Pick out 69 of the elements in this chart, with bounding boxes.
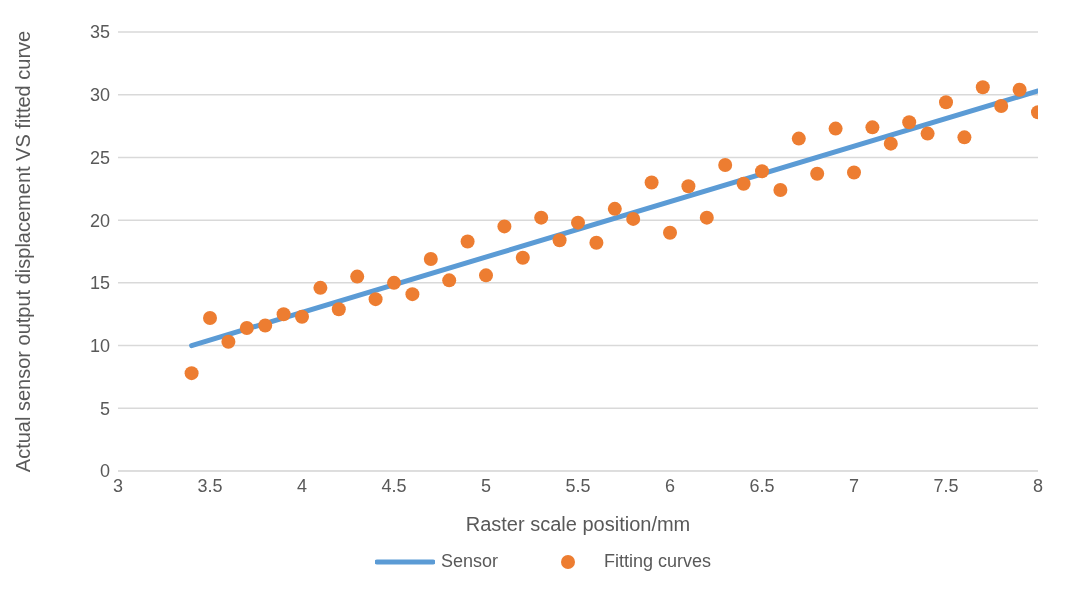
x-tick-label: 8 — [1032, 475, 1044, 496]
point — [387, 275, 401, 290]
point — [975, 80, 990, 95]
y-tick-label: 30 — [89, 85, 110, 106]
point — [644, 175, 659, 190]
point — [1012, 82, 1027, 97]
point — [902, 115, 917, 130]
point — [276, 307, 291, 322]
point — [405, 287, 420, 302]
point — [626, 211, 641, 226]
point — [239, 321, 254, 336]
point — [515, 250, 530, 265]
point — [221, 334, 236, 349]
point — [589, 235, 604, 250]
point — [994, 99, 1009, 113]
point — [479, 268, 493, 283]
x-tick-label: 3 — [112, 475, 124, 496]
point — [847, 165, 861, 180]
x-tick-label: 6 — [664, 475, 676, 496]
point — [258, 318, 273, 333]
point — [699, 210, 714, 225]
x-tick-label: 4 — [296, 475, 308, 496]
point — [957, 130, 972, 145]
point — [773, 183, 788, 198]
point — [828, 121, 843, 136]
legend-label: Sensor — [439, 551, 498, 572]
point — [939, 95, 953, 110]
point — [718, 157, 733, 172]
legend-label: Fitting curves — [603, 551, 712, 572]
x-tick-label: 5 — [480, 475, 492, 496]
point — [883, 136, 898, 151]
point — [423, 252, 438, 267]
point — [295, 309, 309, 324]
y-axis-title: Actual sensor output displacement VS fitted curve — [12, 30, 35, 473]
point — [203, 310, 217, 325]
point — [755, 164, 769, 179]
x-tick-label: 3.5 — [197, 475, 223, 496]
x-axis-title: Raster scale position/mm — [465, 513, 691, 535]
point — [184, 366, 199, 381]
point — [865, 120, 880, 135]
x-tick-label: 5.5 — [565, 475, 591, 496]
point — [571, 215, 585, 230]
point — [368, 292, 383, 307]
x-tick-label: 6.5 — [749, 475, 775, 496]
y-tick-label: 20 — [89, 210, 110, 231]
point — [552, 233, 567, 248]
y-tick-label: 25 — [89, 147, 110, 168]
x-tick-label: 7.5 — [933, 475, 959, 496]
point — [736, 176, 751, 191]
x-tick-label: 4.5 — [381, 475, 407, 496]
point — [920, 126, 935, 141]
y-tick-label: 0 — [99, 461, 110, 482]
point — [607, 201, 622, 216]
point — [313, 280, 328, 295]
y-tick-label: 10 — [89, 335, 110, 356]
point — [350, 269, 365, 284]
y-tick-label: 15 — [89, 273, 110, 294]
point — [497, 219, 512, 234]
point — [460, 234, 475, 249]
point — [331, 302, 346, 317]
point — [442, 273, 457, 288]
point — [534, 210, 549, 225]
y-tick-label: 35 — [89, 22, 110, 43]
y-tick-label: 5 — [99, 398, 110, 419]
point — [681, 179, 696, 194]
point — [791, 131, 806, 146]
x-tick-label: 7 — [848, 475, 860, 496]
point — [663, 225, 677, 240]
point — [810, 166, 825, 181]
